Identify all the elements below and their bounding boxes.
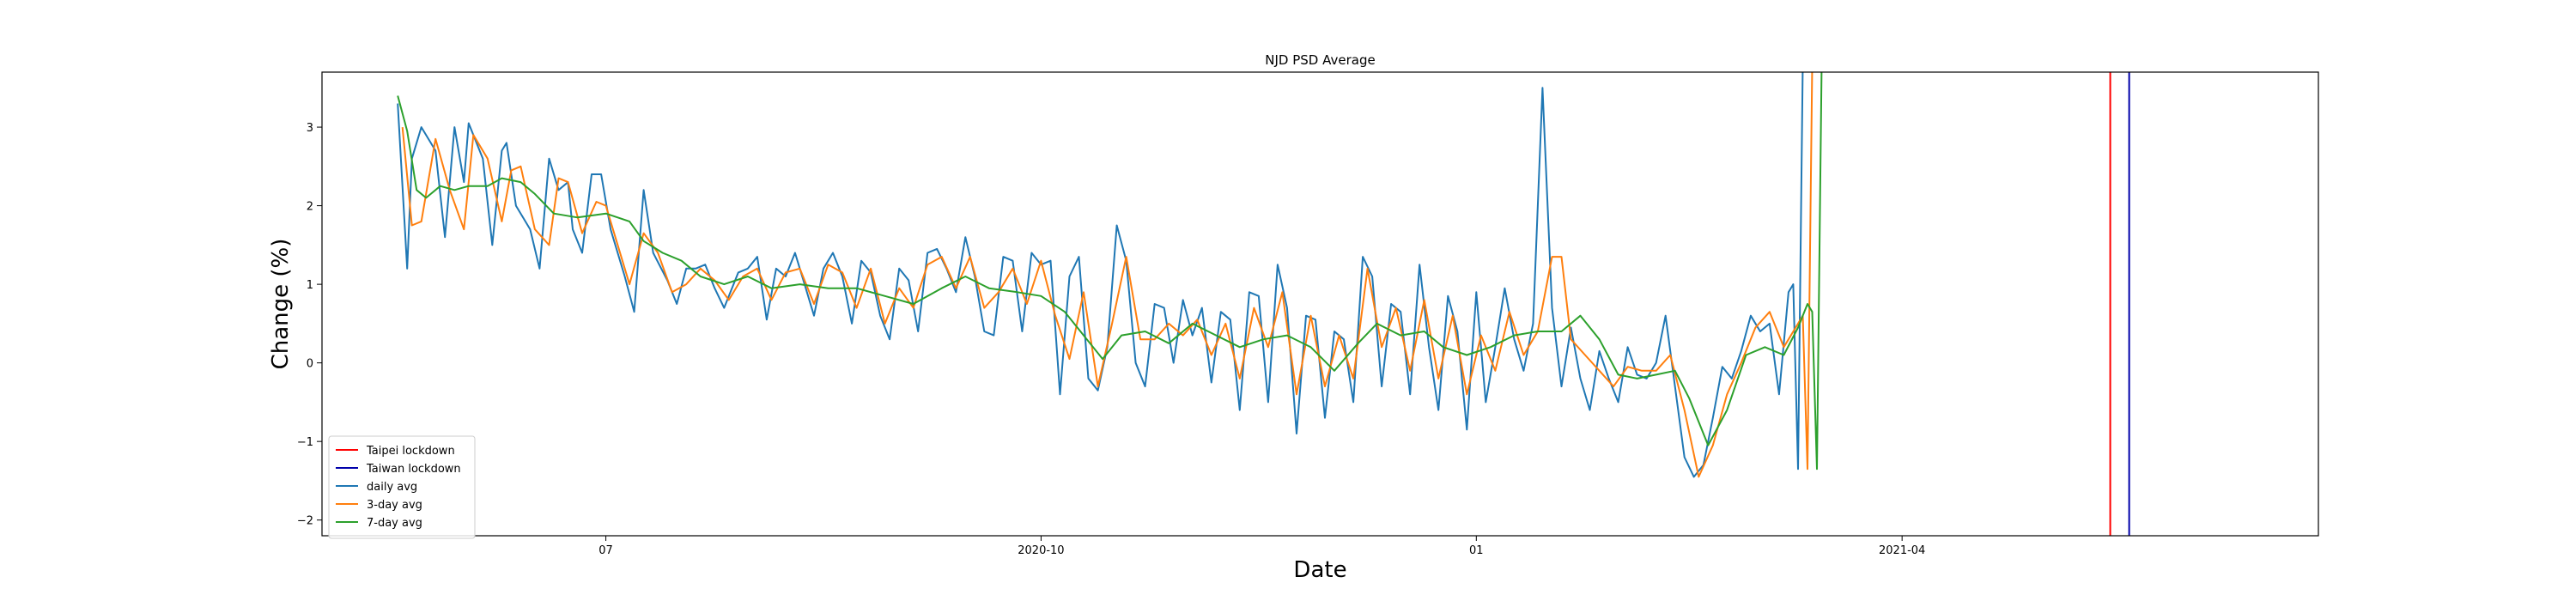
- series-7-day-avg: [397, 72, 1823, 470]
- y-tick-label: 1: [307, 279, 313, 292]
- legend-label-7-day-avg: 7-day avg: [367, 517, 422, 530]
- legend-label-daily-avg: daily avg: [367, 481, 417, 494]
- x-tick-label: 2020-10: [1018, 544, 1064, 557]
- y-tick-label: −1: [297, 436, 313, 449]
- x-axis-label: Date: [1293, 557, 1346, 583]
- y-axis-label: Change (%): [268, 239, 294, 370]
- legend-box: [328, 435, 476, 539]
- legend-label-taiwan-lockdown: Taiwan lockdown: [366, 463, 461, 476]
- y-tick-label: −2: [297, 515, 313, 528]
- x-tick-label: 07: [598, 544, 613, 557]
- x-axis-ticks: 07 2020-10 01 2021-04: [598, 536, 1925, 557]
- legend-label-taipei-lockdown: Taipei lockdown: [366, 445, 455, 458]
- y-tick-label: 0: [307, 358, 313, 371]
- x-tick-label: 01: [1469, 544, 1484, 557]
- y-tick-label: 2: [307, 201, 313, 214]
- y-tick-label: 3: [307, 122, 313, 135]
- y-axis-ticks: −2 −1 0 1 2 3: [297, 122, 322, 528]
- plot-lines: [397, 72, 2130, 536]
- series-daily-avg: [397, 72, 1804, 478]
- legend: Taipei lockdown Taiwan lockdown daily avg 3…: [328, 435, 476, 539]
- plot-frame: [321, 71, 2319, 537]
- chart-title: NJD PSD Average: [1265, 52, 1375, 68]
- legend-label-3-day-avg: 3-day avg: [367, 499, 422, 512]
- x-tick-label: 2021-04: [1879, 544, 1925, 557]
